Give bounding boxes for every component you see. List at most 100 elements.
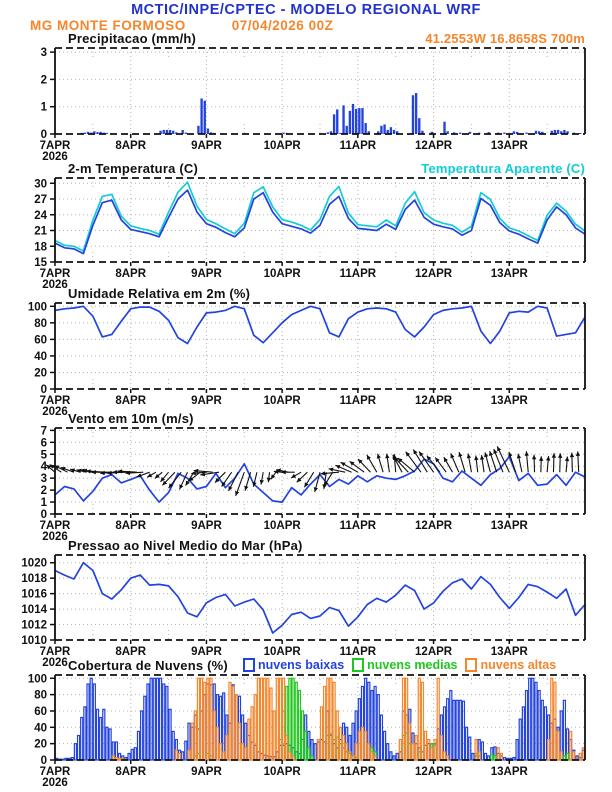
cloud-bar	[379, 714, 384, 761]
cloud-bar	[174, 749, 178, 761]
precip-bar	[184, 132, 187, 134]
cloud-bar	[392, 755, 396, 761]
wind-arrowhead-icon	[313, 487, 318, 492]
cloud-bar	[578, 752, 582, 761]
wind-arrowhead-icon	[426, 455, 432, 461]
cloud-bar	[199, 677, 204, 761]
x-tick-label: 8APR	[115, 646, 146, 658]
precip-bar	[93, 131, 96, 134]
precip-bar	[342, 105, 345, 134]
y-tick-label: 5	[41, 449, 48, 461]
cloud-bar	[531, 677, 535, 761]
precip-bar	[443, 121, 446, 134]
precip-bar	[361, 108, 364, 134]
wind-arrowhead-icon	[322, 484, 327, 489]
precip-bar	[332, 114, 336, 134]
precip-bar	[396, 131, 399, 134]
precip-bar	[534, 130, 538, 134]
precip-bar	[537, 131, 541, 134]
high-clouds-swatch-icon	[465, 658, 478, 672]
cloud-bar	[240, 743, 245, 761]
y-tick-label: 100	[28, 301, 47, 313]
cloud-bar	[61, 758, 65, 761]
x-tick-label: 10APR	[264, 140, 302, 152]
cloud-bar	[231, 685, 235, 761]
x-tick-label: 13APR	[491, 268, 529, 280]
wind-arrowhead-icon	[508, 451, 513, 457]
cloud-bar	[304, 730, 308, 761]
cloud-bar	[446, 755, 450, 761]
cloud-bar	[92, 683, 96, 761]
wind-arrowhead-icon	[191, 471, 196, 476]
temperature-line	[54, 181, 586, 252]
y-tick-label: 2	[41, 485, 47, 497]
wind-arrowhead-icon	[179, 484, 184, 490]
x-tick-label: 12APR	[415, 268, 453, 280]
precip-bar	[421, 130, 424, 134]
cloud-bar	[294, 681, 298, 761]
cloud-bar	[168, 708, 172, 761]
cloud-bar	[569, 730, 573, 761]
wind-arrowhead-icon	[188, 476, 194, 482]
wind-arrowhead-icon	[276, 468, 281, 473]
x-year-label: 2026	[42, 406, 68, 418]
x-tick-label: 9APR	[191, 395, 222, 407]
x-tick-label: 9APR	[191, 646, 222, 658]
precip-bar	[512, 131, 516, 134]
precip-bar	[203, 100, 206, 134]
cloud-bar	[228, 681, 232, 761]
precip-bar	[358, 108, 361, 134]
x-tick-label: 12APR	[415, 140, 453, 152]
wind-arrowhead-icon	[291, 473, 297, 478]
y-tick-label: 20	[34, 739, 47, 751]
wind-arrowhead-icon	[266, 477, 271, 483]
cloud-bar	[105, 726, 109, 761]
cloud-bar	[171, 730, 175, 761]
cloud-bar	[521, 706, 526, 761]
precip-bar	[525, 132, 528, 134]
cloud-bar	[234, 694, 238, 761]
x-year-label: 2026	[42, 657, 68, 669]
precip-bar	[556, 129, 560, 134]
wind-arrowhead-icon	[112, 470, 117, 475]
cloud-bar	[247, 718, 251, 761]
wind-arrowhead-icon	[136, 473, 142, 478]
x-tick-label: 11APR	[340, 520, 377, 532]
y-tick-label: 1	[41, 102, 48, 114]
wind-arrowhead-icon	[270, 474, 276, 480]
wind-arrowhead-icon	[340, 462, 346, 467]
cloud-bar	[136, 730, 141, 761]
cloud-bar	[133, 747, 137, 761]
precip-bar	[181, 129, 184, 134]
legend-label-low-clouds: nuvens baixas	[258, 658, 345, 672]
wind-arrowhead-icon	[394, 457, 399, 462]
y-tick-label: 40	[34, 722, 47, 734]
run-info-row: MG MONTE FORMOSO 07/04/2026 00Z	[30, 18, 333, 33]
cloud-bar	[493, 755, 497, 761]
precip-bar	[165, 129, 169, 134]
panel-title-precipitation: Precipitacao (mm/h)	[68, 31, 197, 46]
wind-arrowhead-icon	[516, 453, 522, 459]
wind-arrowhead-icon	[358, 459, 363, 464]
wind-arrowhead-icon	[493, 449, 498, 454]
cloud-bar	[524, 689, 529, 761]
cloud-bar	[556, 730, 560, 761]
wind-arrowhead-icon	[221, 481, 226, 487]
wind-arrowhead-icon	[335, 465, 341, 469]
x-tick-label: 9APR	[191, 268, 222, 280]
wind-arrowhead-icon	[405, 451, 411, 457]
y-tick-label: 30	[34, 178, 47, 190]
y-tick-label: 1016	[21, 589, 47, 601]
y-tick-label: 80	[34, 690, 47, 702]
cloud-bar	[446, 698, 450, 761]
wind-arrowhead-icon	[450, 453, 455, 459]
wind-arrowhead-icon	[215, 477, 220, 483]
wind-arrowhead-icon	[385, 453, 390, 459]
temperature-line	[54, 189, 586, 255]
x-tick-label: 9APR	[191, 140, 222, 152]
precip-bar	[566, 131, 569, 134]
precip-bar	[329, 131, 333, 134]
